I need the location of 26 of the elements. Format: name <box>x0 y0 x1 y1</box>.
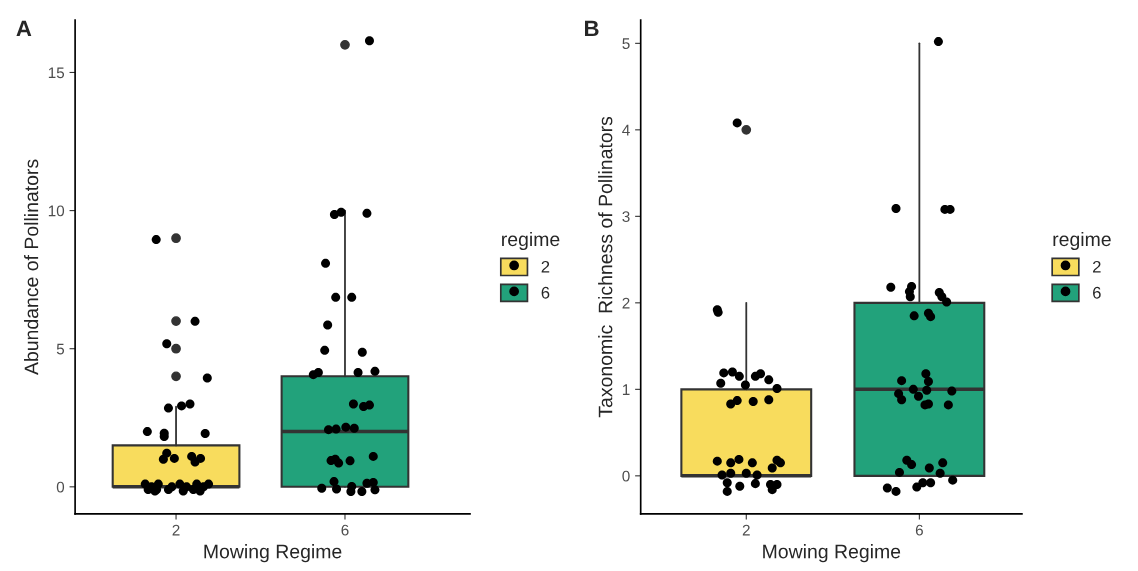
x-tick-label: 2 <box>742 524 750 536</box>
y-tick-label: 10 <box>48 205 65 217</box>
legend-title: regime <box>502 231 560 251</box>
legend-label: 2 <box>541 260 550 273</box>
y-tick-label: 5 <box>622 38 630 50</box>
y-tick-label: 0 <box>56 481 65 493</box>
y-axis-title: Abundance of Pollinators <box>24 159 39 375</box>
x-axis-title: Mowing Regime <box>763 544 901 563</box>
legend-label: 2 <box>1093 260 1101 273</box>
y-tick-label: 0 <box>622 470 630 482</box>
y-tick-label: 3 <box>622 211 630 223</box>
y-axis-title: Taxonomic Richness of Pollinators <box>598 116 613 418</box>
y-tick-label: 2 <box>622 297 630 309</box>
chart-title: B <box>585 20 599 37</box>
legend-title: regime <box>1053 231 1111 251</box>
x-tick-label: 2 <box>172 524 180 536</box>
x-axis-title: Mowing Regime <box>204 544 342 563</box>
legend-label: 6 <box>541 286 550 299</box>
chart-title: A <box>16 20 32 37</box>
legend-label: 6 <box>1093 286 1101 299</box>
x-tick-label: 6 <box>341 524 349 536</box>
x-tick-label: 6 <box>915 524 923 536</box>
y-tick-label: 4 <box>622 124 630 136</box>
y-tick-label: 15 <box>48 67 65 79</box>
y-tick-label: 5 <box>56 343 65 355</box>
y-tick-label: 1 <box>622 384 630 395</box>
